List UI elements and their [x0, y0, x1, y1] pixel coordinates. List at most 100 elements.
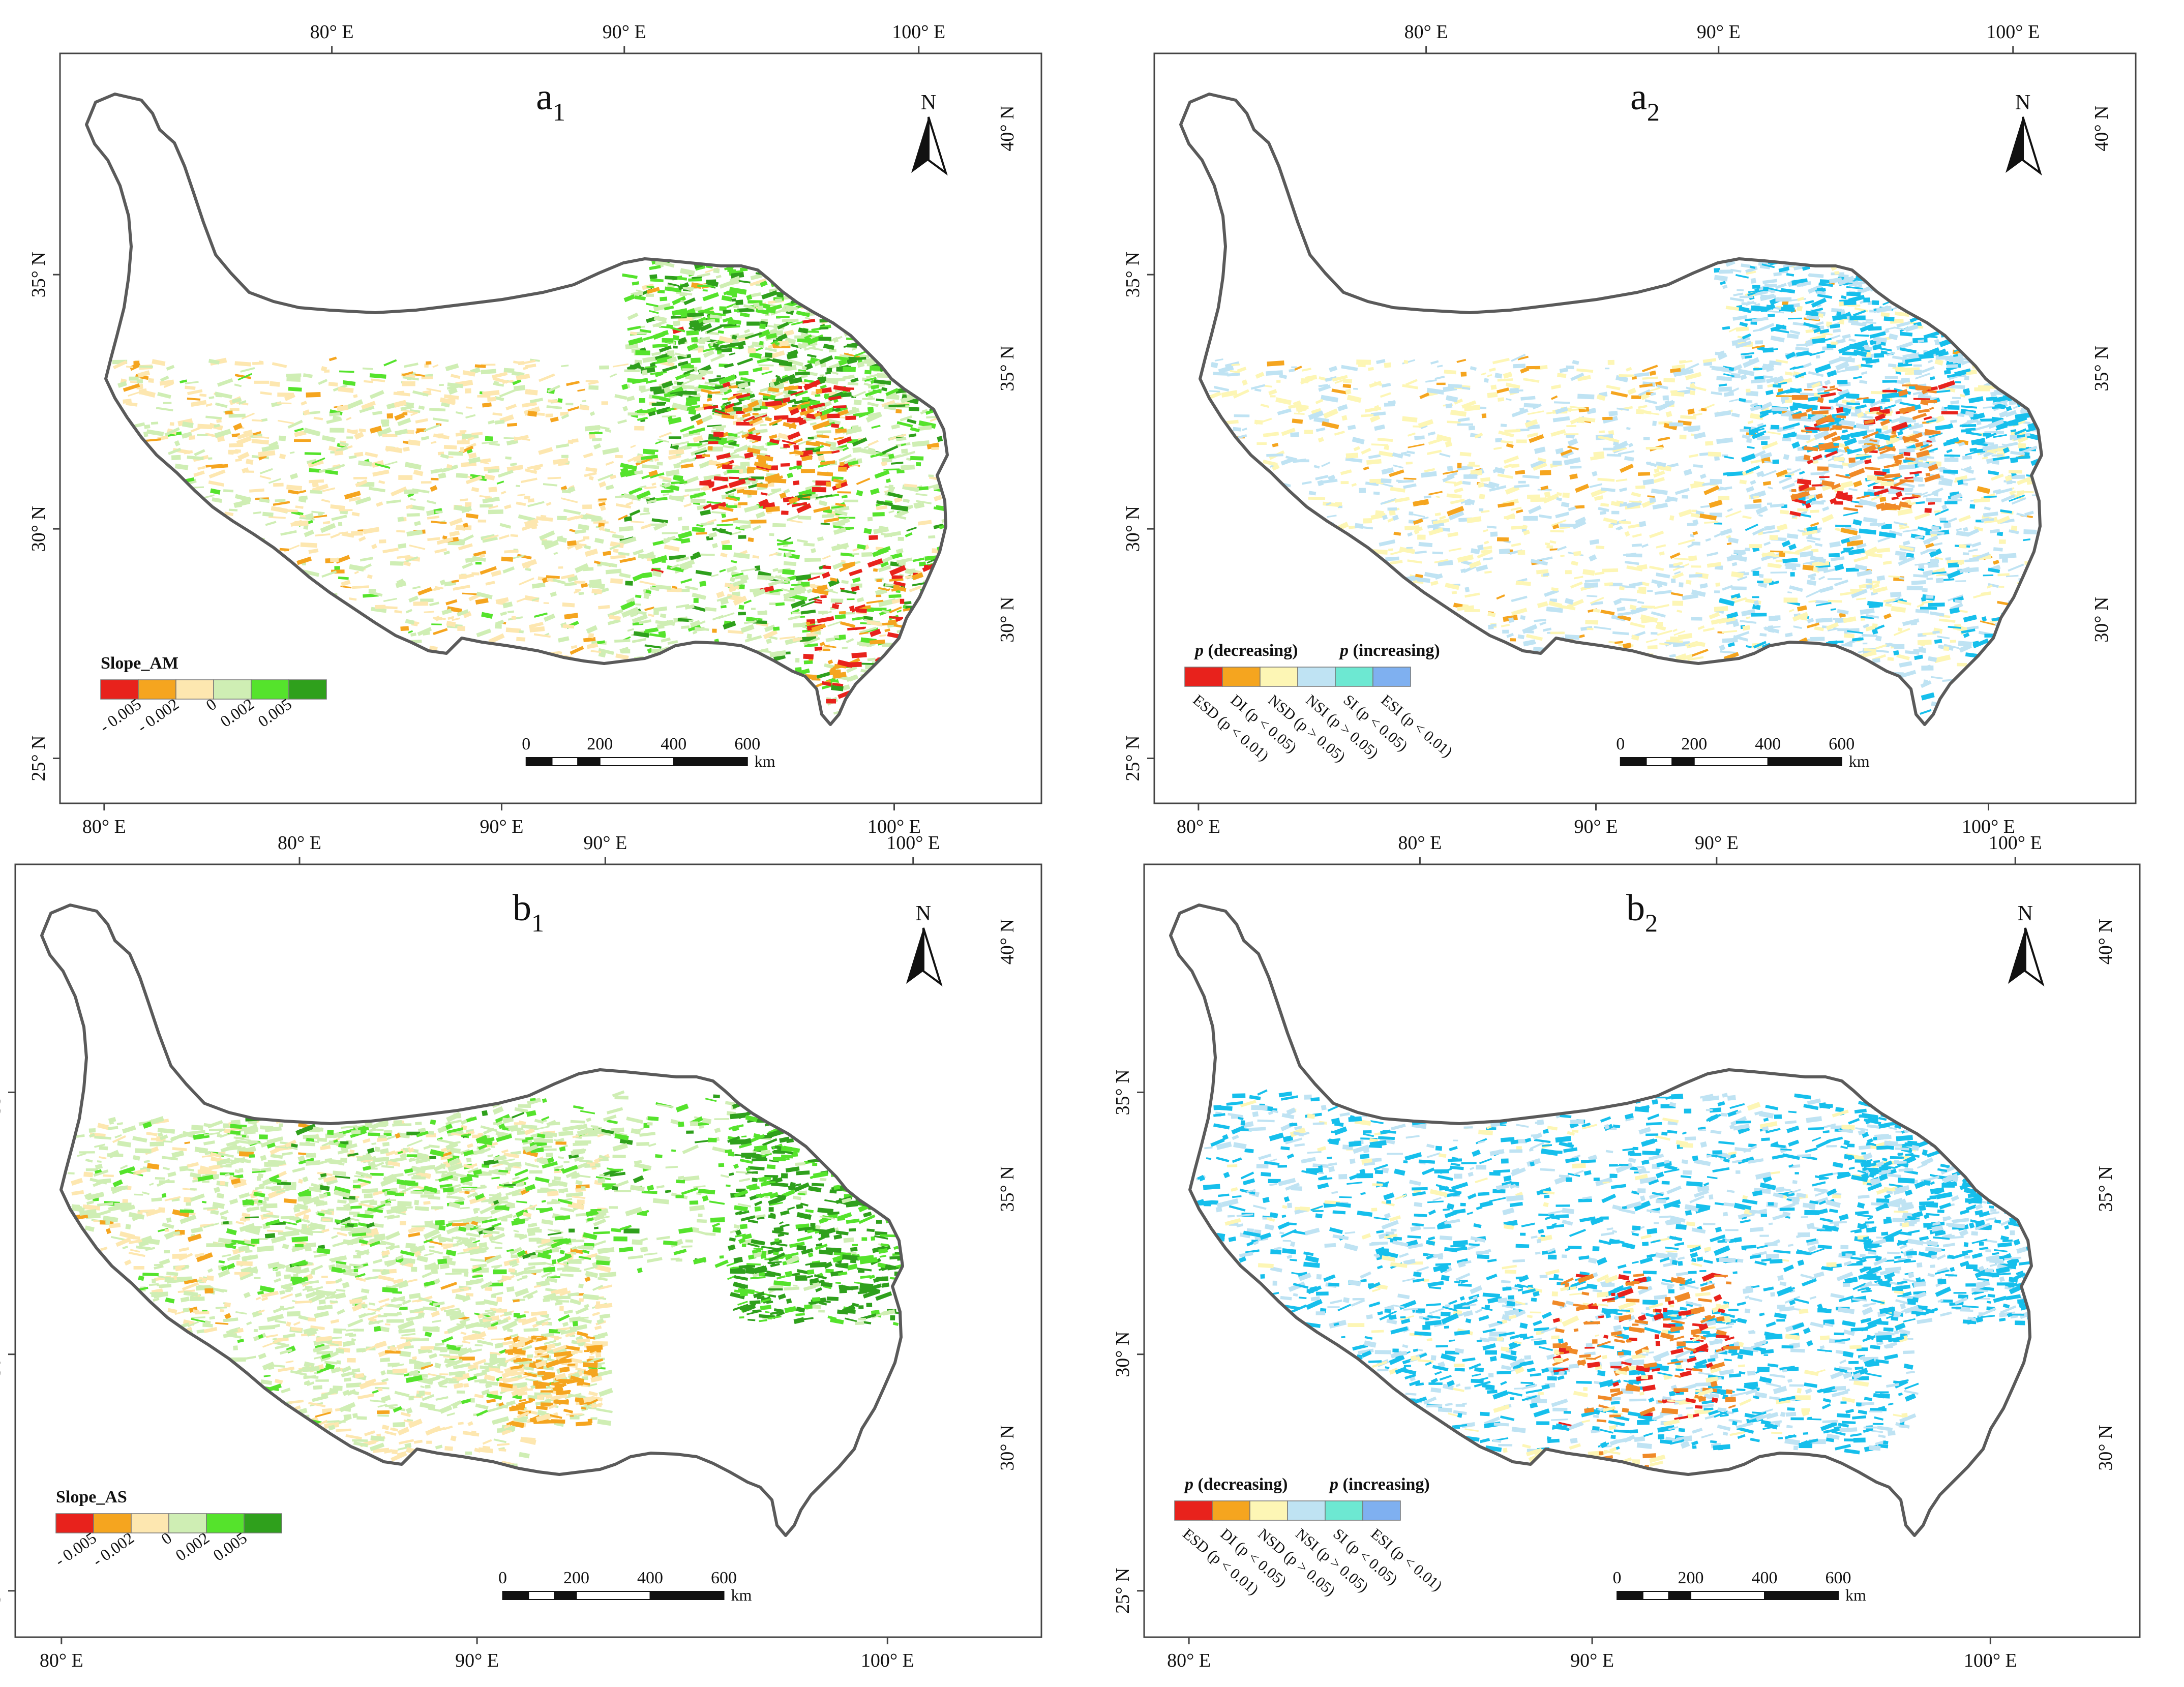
lon-label-top: 80° E [1404, 21, 1448, 43]
north-label: N [916, 902, 931, 925]
scale-tick-label: 600 [1826, 1569, 1851, 1587]
legend-swatch [55, 1513, 94, 1533]
scale-unit: km [755, 752, 775, 770]
trend-raster [112, 258, 947, 715]
lat-label-right: 30° N [997, 1425, 1018, 1471]
lat-label-left: 35° N [28, 252, 49, 297]
plateau-boundary [85, 93, 949, 726]
scale-unit: km [731, 1586, 752, 1604]
map-panel-b1: 80° E 90° E 100° E 80° E 90° E 100° E 35° N 30°… [0, 832, 1042, 1671]
lon-label-bottom: 80° E [1167, 1650, 1211, 1671]
scale-tick-label: 400 [1755, 735, 1781, 754]
lat-label-left: 25° N [1112, 1568, 1133, 1614]
lat-label-left: 30° N [0, 1332, 5, 1377]
lat-label-left: 30° N [28, 506, 49, 552]
legend-swatch [1249, 1500, 1288, 1521]
lon-label-bottom: 80° E [82, 816, 126, 837]
lon-label-bottom: 100° E [861, 1650, 914, 1671]
trend-raster [1195, 1089, 2031, 1468]
scale-tick-label: 600 [711, 1569, 737, 1587]
panel-label: b2 [1626, 887, 1658, 937]
lat-label-right: 35° N [2091, 345, 2112, 391]
lon-label-bottom: 80° E [1177, 816, 1220, 837]
lon-label-bottom: 100° E [867, 816, 921, 837]
north-label: N [921, 91, 936, 114]
lon-label-top: 80° E [278, 832, 321, 854]
trend-raster [1209, 259, 2042, 715]
scale-bar [525, 757, 748, 766]
legend-swatch [1287, 1500, 1326, 1521]
legend-swatch [1362, 1500, 1401, 1521]
scale-tick-label: 600 [734, 735, 760, 754]
panel-label: a1 [536, 76, 565, 126]
lon-label-top: 90° E [1697, 21, 1741, 43]
scale-unit: km [1845, 1586, 1866, 1604]
legend-title-increasing: p (increasing) [1338, 641, 1440, 660]
lon-label-top: 80° E [310, 21, 354, 43]
legend-title: Slope_AM [101, 654, 178, 673]
scale-tick-label: 200 [587, 735, 613, 754]
scale-bar [1617, 1591, 1839, 1600]
map-frame [1153, 52, 2137, 804]
north-arrow-icon [906, 927, 943, 987]
lon-label-bottom: 90° E [1570, 1650, 1614, 1671]
lon-label-bottom: 100° E [1964, 1650, 2017, 1671]
scale-tick-label: 200 [1678, 1569, 1704, 1587]
legend-swatch [1325, 1500, 1363, 1521]
scale-tick-label: 0 [1613, 1569, 1622, 1587]
lat-label-right: 35° N [997, 345, 1018, 391]
lon-label-top: 80° E [1398, 832, 1442, 854]
lon-label-bottom: 90° E [1574, 816, 1618, 837]
lat-label-right: 35° N [997, 1166, 1018, 1212]
north-label: N [2015, 91, 2030, 114]
scale-bar [1620, 757, 1842, 766]
lat-label-left: 35° N [1122, 252, 1144, 297]
legend-swatch [175, 679, 214, 700]
lat-label-left: 25° N [1122, 735, 1144, 781]
north-arrow-icon [911, 116, 948, 176]
legend-swatch [288, 679, 327, 700]
legend-swatch [244, 1513, 282, 1533]
lon-label-top: 90° E [583, 832, 627, 854]
legend-swatch [93, 1513, 132, 1533]
lat-label-right: 30° N [2095, 1425, 2116, 1471]
lon-label-bottom: 90° E [480, 816, 524, 837]
legend-title-decreasing: p (decreasing) [1193, 641, 1298, 660]
scale-tick-label: 0 [498, 1569, 507, 1587]
north-label: N [2018, 902, 2033, 925]
lat-label-left: 25° N [0, 1568, 5, 1614]
plateau-boundary [1179, 93, 2043, 726]
legend-swatch [1335, 667, 1373, 687]
legend-title: Slope_AS [56, 1488, 127, 1507]
scale-bar [502, 1591, 725, 1600]
map-frame [59, 52, 1042, 804]
lat-label-left: 30° N [1122, 506, 1144, 552]
lat-label-left: 25° N [28, 735, 49, 781]
legend-swatch [1297, 667, 1336, 687]
legend-swatch [1212, 1500, 1250, 1521]
lon-label-bottom: 80° E [40, 1650, 83, 1671]
map-panel-a2: 80° E 90° E 100° E 80° E 90° E 100° E 35° N 30°… [1122, 21, 2137, 837]
lon-label-top: 90° E [1695, 832, 1739, 854]
map-panel-a1: 80° E 90° E 100° E 80° E 90° E 100° E 35° N 30°… [28, 21, 1042, 837]
trend-raster [68, 1090, 903, 1468]
map-panel-b2: 80° E 90° E 100° E 80° E 90° E 100° E 35° N 30°… [1112, 832, 2141, 1671]
legend-swatch [213, 679, 252, 700]
panel-label: b1 [513, 887, 544, 937]
lon-label-top: 100° E [1989, 832, 2042, 854]
legend-swatch [1174, 1500, 1213, 1521]
plateau-boundary [1169, 903, 2033, 1537]
lat-label-left: 30° N [1112, 1332, 1133, 1377]
legend-swatch [1222, 667, 1261, 687]
scale-tick-label: 400 [1752, 1569, 1778, 1587]
lon-label-bottom: 100° E [1962, 816, 2015, 837]
lon-label-bottom: 90° E [455, 1650, 499, 1671]
lat-label-left: 35° N [0, 1069, 5, 1115]
legend-swatch [1372, 667, 1411, 687]
scale-unit: km [1849, 752, 1870, 770]
legend-swatch [1260, 667, 1298, 687]
panel-label: a2 [1630, 76, 1660, 126]
legend-swatch [206, 1513, 245, 1533]
scale-tick-label: 400 [637, 1569, 663, 1587]
